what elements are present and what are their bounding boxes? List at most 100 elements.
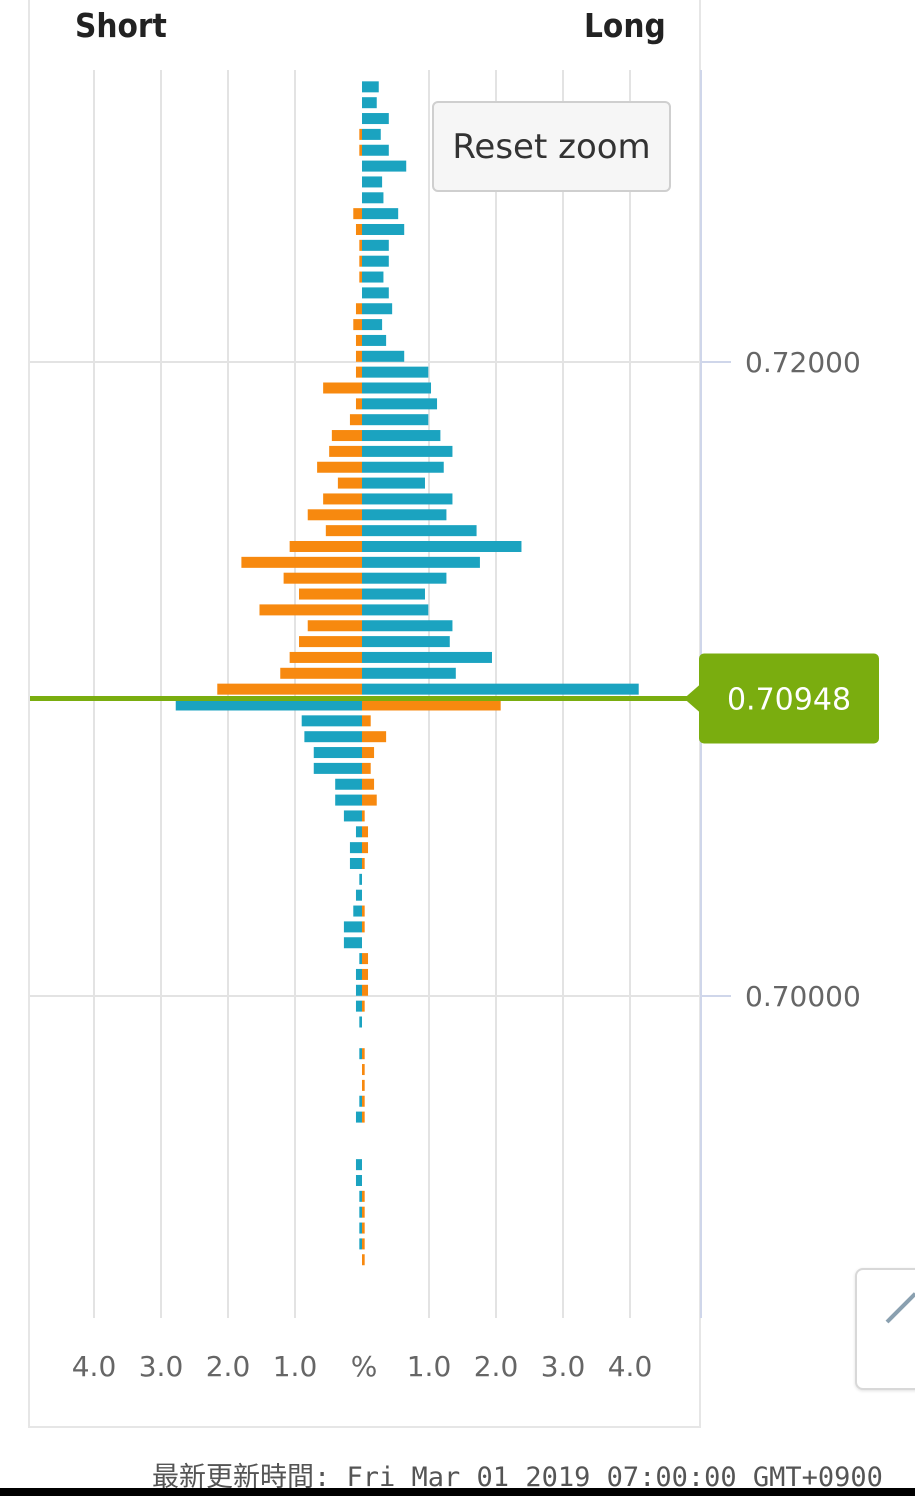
long-bar <box>313 747 362 759</box>
short-bar <box>359 271 362 283</box>
long-bar <box>362 192 384 204</box>
reset-zoom-label: Reset zoom <box>452 126 651 167</box>
short-bar <box>355 223 362 235</box>
long-bar <box>335 778 362 790</box>
long-bar <box>362 113 389 125</box>
x-tick-label: 1.0 <box>273 1350 318 1383</box>
long-bar <box>362 540 522 552</box>
x-tick-label: 3.0 <box>541 1350 586 1383</box>
long-bar <box>362 651 492 663</box>
short-bar <box>362 1206 365 1218</box>
long-bar <box>359 1048 362 1060</box>
short-bar <box>299 636 362 648</box>
short-bar <box>329 445 362 457</box>
short-bar <box>355 398 362 410</box>
long-bar <box>362 239 389 251</box>
long-bar <box>362 414 429 426</box>
long-bar <box>355 889 362 901</box>
short-bar <box>362 810 365 822</box>
x-tick-label: 4.0 <box>608 1350 653 1383</box>
long-bar <box>362 556 480 568</box>
long-bar <box>362 477 425 489</box>
long-bar <box>362 493 453 505</box>
long-bar <box>362 223 405 235</box>
long-bar <box>359 1222 362 1234</box>
long-bar <box>362 97 377 109</box>
short-bar <box>362 731 387 743</box>
long-bar <box>362 208 399 220</box>
long-bar <box>335 794 362 806</box>
long-bar <box>313 762 362 774</box>
long-bar <box>301 715 362 727</box>
long-bar <box>362 176 383 188</box>
long-bar <box>362 525 477 537</box>
long-bar <box>362 620 453 632</box>
short-bar <box>362 1079 365 1091</box>
long-bar <box>362 81 379 93</box>
short-bar <box>362 794 377 806</box>
long-bar <box>362 636 450 648</box>
short-bar <box>289 651 362 663</box>
short-bar <box>362 1254 365 1266</box>
short-bar <box>362 1095 365 1107</box>
short-bar <box>362 826 369 838</box>
x-tick-label: 3.0 <box>139 1350 184 1383</box>
short-bar <box>362 778 375 790</box>
short-bar <box>283 572 362 584</box>
short-bar <box>280 667 362 679</box>
reset-zoom-button[interactable]: Reset zoom <box>432 101 671 192</box>
long-bar <box>359 873 362 885</box>
long-bar <box>353 905 362 917</box>
short-bar <box>362 1111 365 1123</box>
current-price-pointer <box>684 684 700 713</box>
short-bar <box>362 715 371 727</box>
long-bar <box>362 683 639 695</box>
short-bar <box>355 366 362 378</box>
long-bar <box>362 366 429 378</box>
short-bar <box>331 430 362 442</box>
short-bar <box>362 905 365 917</box>
long-bar <box>349 857 362 869</box>
long-bar <box>362 271 384 283</box>
x-tick-label: 2.0 <box>206 1350 251 1383</box>
long-bar <box>343 810 362 822</box>
long-bar <box>362 572 447 584</box>
short-bar <box>362 747 375 759</box>
short-bar <box>307 509 362 521</box>
long-bar <box>362 319 383 331</box>
long-bar <box>343 921 362 933</box>
long-bar <box>349 842 362 854</box>
x-tick-label: 1.0 <box>407 1350 452 1383</box>
short-bar <box>349 414 362 426</box>
short-bar <box>362 953 369 965</box>
long-bar <box>359 1206 362 1218</box>
long-bar <box>362 461 444 473</box>
short-bar <box>355 303 362 315</box>
short-bar <box>241 556 362 568</box>
long-bar <box>355 984 362 996</box>
long-bar <box>362 255 389 267</box>
long-bar <box>362 334 387 346</box>
long-bar <box>362 430 441 442</box>
current-price: 0.70948 <box>30 653 879 744</box>
short-header: Short <box>75 6 167 45</box>
short-bar <box>362 1064 365 1076</box>
expand-button[interactable] <box>855 1268 915 1390</box>
long-bar <box>362 128 381 140</box>
y-tick-label: 0.70000 <box>745 980 861 1013</box>
short-bar <box>289 540 362 552</box>
short-bar <box>325 525 362 537</box>
last-updated: 最新更新時間: Fri Mar 01 2019 07:00:00 GMT+090… <box>152 1462 883 1493</box>
short-bar <box>359 144 362 156</box>
short-bar <box>362 842 369 854</box>
current-price-tag <box>699 653 879 744</box>
expand-icon <box>885 1292 915 1324</box>
long-bar <box>362 445 453 457</box>
long-bar <box>362 398 438 410</box>
long-bar <box>362 509 447 521</box>
long-bar <box>362 667 456 679</box>
short-bar <box>359 239 362 251</box>
long-bar <box>304 731 362 743</box>
short-bar <box>353 319 362 331</box>
